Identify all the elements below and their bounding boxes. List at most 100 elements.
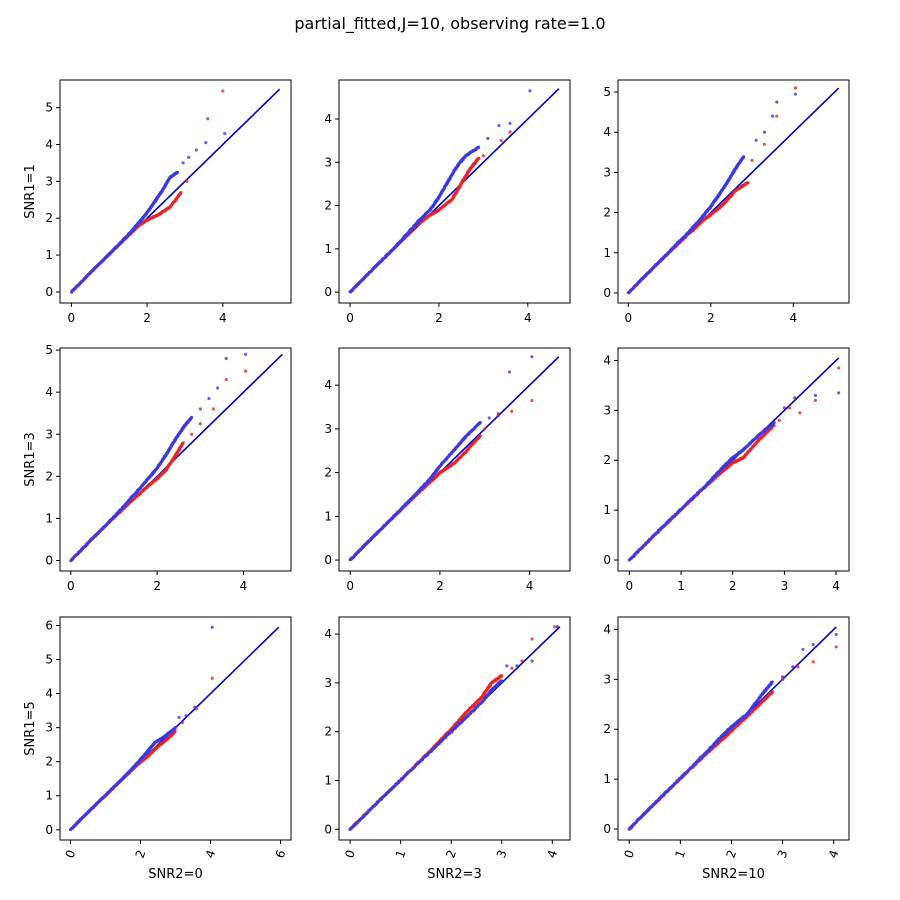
red-point [530,398,534,403]
x-tick-label: 4 [203,848,219,860]
x-tick-label: 2 [153,579,161,593]
y-tick-label: 6 [45,619,53,633]
red-point [787,406,792,410]
y-tick-label: 4 [603,125,611,139]
red-point [481,154,485,158]
y-tick-label: 0 [324,553,332,567]
y-tick-label: 3 [324,422,332,436]
y-tick-label: 5 [45,343,53,357]
red-point [181,441,185,445]
red-point [179,190,183,194]
red-point [750,158,754,162]
y-tick-label: 0 [324,285,332,299]
blue-point [496,414,500,418]
red-point [746,181,750,185]
blue-point [742,155,746,159]
red-point [483,427,487,431]
y-tick-label: 2 [603,453,611,467]
red-point [499,139,503,143]
x-tick-label: 3 [494,848,510,860]
x-tick-label: 0 [342,848,358,860]
x-tick-label: 2 [435,311,443,325]
y-tick-label: 2 [45,755,53,769]
y-tick-label: 3 [603,165,611,179]
y-tick-label: 5 [603,85,611,99]
y-tick-label: 2 [603,206,611,220]
blue-point [193,705,197,709]
y-axis-label: SNR1=5 [23,701,38,755]
x-tick-label: 3 [781,579,789,593]
red-point [206,117,210,121]
y-tick-label: 4 [45,687,53,701]
red-point [798,411,802,415]
y-tick-label: 1 [324,242,332,256]
x-tick-label: 4 [240,579,248,593]
y-tick-label: 2 [45,469,53,483]
blue-point [198,407,202,411]
blue-point [207,396,211,401]
x-tick-label: 2 [443,848,459,860]
x-tick-label: 4 [832,579,840,593]
y-tick-label: 3 [45,427,53,441]
y-tick-label: 1 [324,509,332,523]
y-tick-label: 4 [45,385,53,399]
red-point [793,86,797,90]
blue-point [176,170,180,174]
y-tick-label: 3 [45,721,53,735]
red-point [777,418,781,422]
y-tick-label: 2 [45,211,53,225]
x-tick-label: 1 [677,579,685,593]
blue-point [497,123,501,128]
blue-point [177,715,181,720]
red-point [775,114,779,118]
x-tick-label: 2 [436,579,444,593]
y-tick-label: 3 [324,155,332,169]
blue-point [215,386,220,390]
y-tick-label: 4 [324,112,332,126]
blue-point [478,421,482,425]
y-tick-label: 1 [603,503,611,517]
red-point [180,720,185,725]
y-tick-label: 1 [45,511,53,525]
x-tick-label: 4 [524,311,532,325]
red-point [478,434,482,438]
blue-point [754,138,758,142]
y-tick-label: 3 [324,676,332,690]
blue-point [528,89,532,93]
blue-point [762,130,767,134]
red-point [221,89,225,93]
x-tick-label: 0 [346,311,354,325]
y-tick-label: 3 [45,174,53,188]
chart-title: partial_fitted,J=10, observing rate=1.0 [294,14,606,33]
y-tick-label: 4 [324,378,332,392]
red-point [510,409,514,414]
y-tick-label: 0 [45,553,53,567]
red-point [190,432,194,436]
y-tick-label: 5 [45,101,53,115]
blue-point [174,725,178,729]
blue-point [187,155,191,160]
y-tick-label: 1 [324,773,332,787]
blue-point [487,416,491,420]
blue-point [530,355,534,359]
red-point [210,676,214,680]
x-tick-label: 0 [67,579,75,593]
y-tick-label: 0 [324,822,332,836]
blue-point [181,161,185,165]
x-tick-label: 0 [63,848,79,860]
x-tick-label: 0 [626,579,634,593]
y-tick-label: 1 [603,246,611,260]
blue-point [223,131,227,136]
x-tick-label: 1 [393,848,409,860]
y-tick-label: 5 [45,653,53,667]
x-tick-label: 4 [789,311,797,325]
y-tick-label: 4 [603,353,611,367]
blue-point [775,100,779,104]
x-axis-label: SNR2=0 [148,867,202,882]
y-tick-label: 4 [45,138,53,152]
